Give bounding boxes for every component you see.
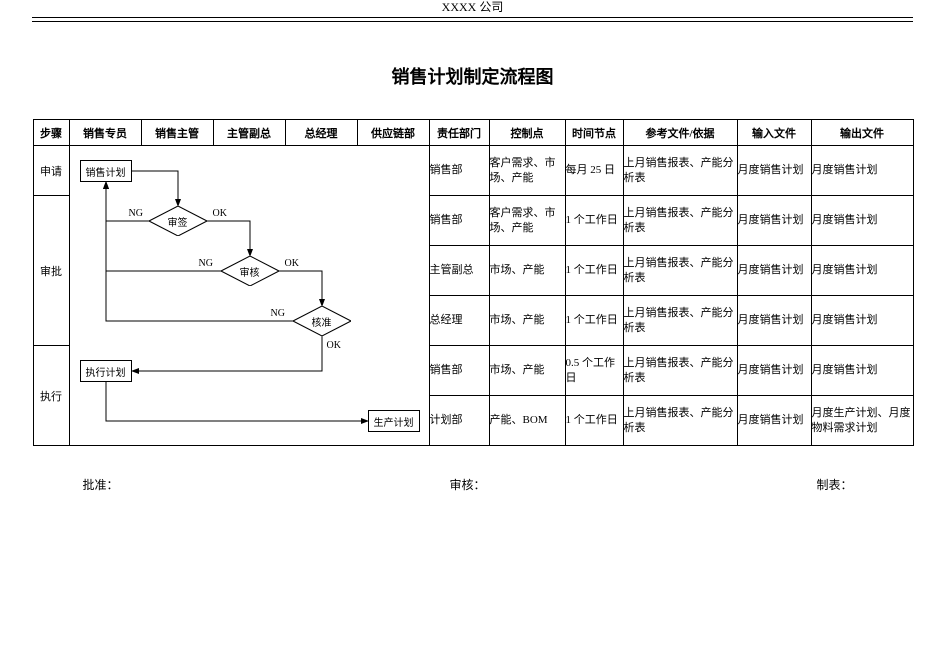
- data-cell: 月度销售计划: [811, 196, 913, 246]
- col-header: 销售专员: [69, 120, 141, 146]
- data-cell: 月度销售计划: [737, 196, 811, 246]
- company-name: XXXX 公司: [32, 0, 913, 15]
- data-cell: 市场、产能: [489, 296, 565, 346]
- data-cell: 上月销售报表、产能分析表: [623, 246, 737, 296]
- data-cell: 1 个工作日: [565, 196, 623, 246]
- data-cell: 市场、产能: [489, 246, 565, 296]
- col-header: 供应链部: [357, 120, 429, 146]
- flow-table-wrap: 步骤销售专员销售主管主管副总总经理供应链部责任部门控制点时间节点参考文件/依据输…: [33, 119, 913, 446]
- data-cell: 月度销售计划: [811, 296, 913, 346]
- col-header: 参考文件/依据: [623, 120, 737, 146]
- data-cell: 月度生产计划、月度物料需求计划: [811, 396, 913, 446]
- col-header: 责任部门: [429, 120, 489, 146]
- flow-table: 步骤销售专员销售主管主管副总总经理供应链部责任部门控制点时间节点参考文件/依据输…: [33, 119, 914, 446]
- data-cell: 客户需求、市场、产能: [489, 196, 565, 246]
- col-header: 步骤: [33, 120, 69, 146]
- data-cell: 上月销售报表、产能分析表: [623, 196, 737, 246]
- col-header: 时间节点: [565, 120, 623, 146]
- data-cell: 月度销售计划: [737, 396, 811, 446]
- approve-label: 批准：: [33, 476, 340, 493]
- edge-label: OK: [212, 208, 228, 219]
- flow-node-box: 执行计划: [80, 360, 132, 382]
- data-cell: 每月 25 日: [565, 146, 623, 196]
- edge-label: NG: [270, 308, 286, 319]
- signature-row: 批准： 审核： 制表：: [33, 476, 913, 493]
- data-cell: 主管副总: [429, 246, 489, 296]
- flow-node-box: 生产计划: [368, 410, 420, 432]
- data-cell: 月度销售计划: [737, 146, 811, 196]
- data-cell: 1 个工作日: [565, 296, 623, 346]
- data-cell: 1 个工作日: [565, 246, 623, 296]
- review-label: 审核：: [339, 476, 596, 493]
- step-label: 审批: [33, 196, 69, 346]
- flow-node-decision: 核准: [293, 306, 351, 336]
- flow-node-decision: 审核: [221, 256, 279, 286]
- data-cell: 月度销售计划: [737, 246, 811, 296]
- data-cell: 月度销售计划: [737, 346, 811, 396]
- data-cell: 月度销售计划: [811, 246, 913, 296]
- edge-label: OK: [326, 340, 342, 351]
- data-cell: 0.5 个工作日: [565, 346, 623, 396]
- col-header: 控制点: [489, 120, 565, 146]
- data-cell: 计划部: [429, 396, 489, 446]
- data-cell: 1 个工作日: [565, 396, 623, 446]
- data-cell: 上月销售报表、产能分析表: [623, 396, 737, 446]
- data-cell: 月度销售计划: [811, 146, 913, 196]
- col-header: 销售主管: [141, 120, 213, 146]
- data-cell: 上月销售报表、产能分析表: [623, 346, 737, 396]
- edge-label: NG: [198, 258, 214, 269]
- edge-label: OK: [284, 258, 300, 269]
- data-cell: 月度销售计划: [811, 346, 913, 396]
- data-cell: 上月销售报表、产能分析表: [623, 146, 737, 196]
- col-header: 输出文件: [811, 120, 913, 146]
- data-cell: 客户需求、市场、产能: [489, 146, 565, 196]
- col-header: 总经理: [285, 120, 357, 146]
- data-cell: 市场、产能: [489, 346, 565, 396]
- data-cell: 产能、BOM: [489, 396, 565, 446]
- edge-label: NG: [128, 208, 144, 219]
- step-label: 申请: [33, 146, 69, 196]
- header-rule: [32, 17, 913, 23]
- col-header: 输入文件: [737, 120, 811, 146]
- data-cell: 上月销售报表、产能分析表: [623, 296, 737, 346]
- prepare-label: 制表：: [596, 476, 913, 493]
- data-cell: 月度销售计划: [737, 296, 811, 346]
- data-cell: 销售部: [429, 346, 489, 396]
- step-label: 执行: [33, 346, 69, 446]
- data-cell: 销售部: [429, 196, 489, 246]
- doc-title: 销售计划制定流程图: [32, 63, 913, 89]
- col-header: 主管副总: [213, 120, 285, 146]
- data-cell: 销售部: [429, 146, 489, 196]
- data-cell: 总经理: [429, 296, 489, 346]
- flow-node-box: 销售计划: [80, 160, 132, 182]
- flowchart-area: 销售计划审签审核核准执行计划生产计划 OK OK OK NG NG NG: [69, 146, 429, 446]
- flow-node-decision: 审签: [149, 206, 207, 236]
